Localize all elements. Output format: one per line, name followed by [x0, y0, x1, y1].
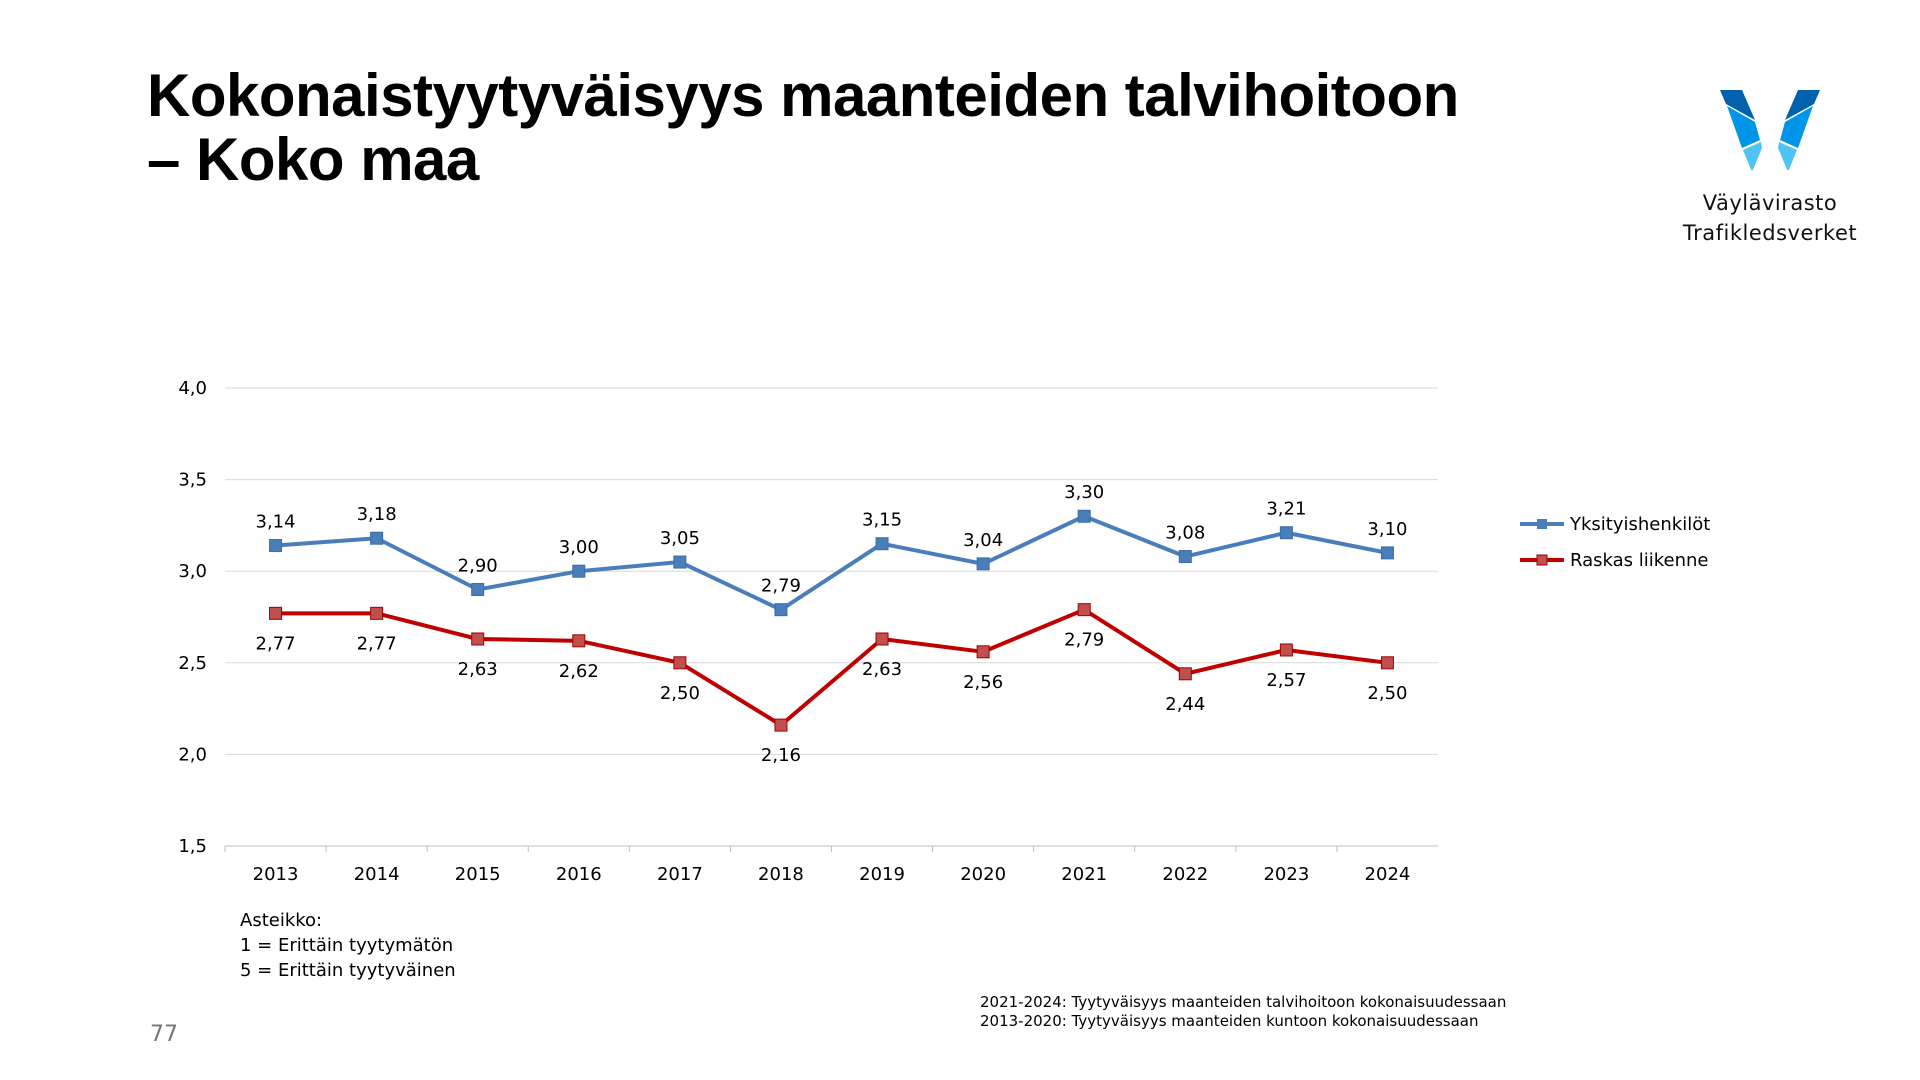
- data-label: 2,44: [1165, 694, 1205, 715]
- legend-item-yksityishenkilot: Yksityishenkilöt: [1520, 506, 1710, 542]
- data-label: 2,79: [1064, 630, 1104, 651]
- scale-high: 5 = Erittäin tyytyväinen: [240, 960, 456, 981]
- logo-text-fi: Väylävirasto: [1702, 191, 1838, 215]
- y-tick-label: 2,0: [178, 744, 207, 765]
- data-point: [673, 555, 687, 569]
- y-tick-label: 1,5: [178, 836, 207, 857]
- scale-heading: Asteikko:: [240, 910, 323, 931]
- title-line-2: – Koko maa: [147, 126, 479, 193]
- data-point: [1380, 656, 1394, 670]
- page-title: Kokonaistyytyväisyys maanteiden talvihoi…: [147, 64, 1459, 192]
- data-point: [1279, 526, 1293, 540]
- data-point: [976, 645, 990, 659]
- series-line-0: [275, 514, 1388, 612]
- data-label: 2,50: [1367, 683, 1407, 704]
- data-point: [1077, 509, 1091, 523]
- data-point: [269, 606, 283, 620]
- data-label: 3,05: [660, 528, 700, 549]
- x-tick-label: 2020: [960, 864, 1006, 885]
- x-tick-label: 2015: [455, 864, 501, 885]
- data-point: [875, 537, 889, 551]
- y-tick-label: 3,5: [178, 470, 207, 491]
- data-point: [976, 557, 990, 571]
- scale-low: 1 = Erittäin tyytymätön: [240, 935, 454, 956]
- data-label: 3,15: [862, 510, 902, 531]
- y-tick-label: 2,5: [178, 653, 207, 674]
- chart-legend: Yksityishenkilöt Raskas liikenne: [1520, 506, 1710, 578]
- y-tick-label: 4,0: [178, 378, 207, 399]
- data-point: [774, 718, 788, 732]
- page-number: 77: [150, 1022, 178, 1047]
- legend-marker-red: [1520, 554, 1564, 566]
- data-point: [673, 656, 687, 670]
- data-label: 2,77: [256, 633, 296, 654]
- x-tick-label: 2018: [758, 864, 804, 885]
- data-label: 2,57: [1266, 670, 1306, 691]
- title-line-1: Kokonaistyytyväisyys maanteiden talvihoi…: [147, 62, 1459, 129]
- data-label: 2,63: [862, 659, 902, 680]
- data-point: [1279, 643, 1293, 657]
- data-point: [774, 603, 788, 617]
- logo-v-icon: [1720, 90, 1820, 172]
- data-label: 3,30: [1064, 482, 1104, 503]
- data-point: [572, 634, 586, 648]
- data-point: [1178, 550, 1192, 564]
- data-label: 2,62: [559, 661, 599, 682]
- x-tick-label: 2021: [1061, 864, 1107, 885]
- data-point: [269, 539, 283, 553]
- legend-label: Yksityishenkilöt: [1570, 513, 1711, 535]
- data-label: 2,50: [660, 683, 700, 704]
- footnotes: 2021-2024: Tyytyväisyys maanteiden talvi…: [980, 993, 1506, 1031]
- x-tick-label: 2024: [1365, 864, 1411, 885]
- data-point: [370, 606, 384, 620]
- data-label: 3,00: [559, 537, 599, 558]
- data-point: [370, 531, 384, 545]
- x-tick-label: 2016: [556, 864, 602, 885]
- data-label: 3,18: [357, 504, 397, 525]
- data-point: [1380, 546, 1394, 560]
- data-label: 3,10: [1367, 519, 1407, 540]
- data-label: 3,04: [963, 530, 1003, 551]
- data-label: 2,16: [761, 745, 801, 766]
- x-tick-label: 2017: [657, 864, 703, 885]
- legend-item-raskas-liikenne: Raskas liikenne: [1520, 542, 1710, 578]
- data-point: [572, 564, 586, 578]
- x-tick-label: 2023: [1263, 864, 1309, 885]
- legend-marker-blue: [1520, 519, 1564, 529]
- data-label: 3,14: [256, 512, 296, 533]
- x-tick-label: 2019: [859, 864, 905, 885]
- data-label: 2,90: [458, 556, 498, 577]
- x-tick-label: 2014: [354, 864, 400, 885]
- footnote: 2021-2024: Tyytyväisyys maanteiden talvi…: [980, 993, 1507, 1011]
- data-point: [471, 632, 485, 646]
- x-tick-label: 2013: [253, 864, 299, 885]
- vaylavirasto-logo: Väylävirasto Trafikledsverket: [1640, 90, 1900, 248]
- logo-text-sv: Trafikledsverket: [1682, 221, 1858, 245]
- scale-note: Asteikko: 1 = Erittäin tyytymätön 5 = Er…: [240, 908, 456, 983]
- data-label: 2,56: [963, 672, 1003, 693]
- data-label: 3,08: [1165, 523, 1205, 544]
- data-point: [1077, 603, 1091, 617]
- data-label: 2,79: [761, 576, 801, 597]
- footnote: 2013-2020: Tyytyväisyys maanteiden kunto…: [980, 1012, 1479, 1030]
- y-tick-label: 3,0: [178, 561, 207, 582]
- legend-label: Raskas liikenne: [1570, 549, 1709, 571]
- x-tick-label: 2022: [1162, 864, 1208, 885]
- data-label: 2,63: [458, 659, 498, 680]
- data-point: [1178, 667, 1192, 681]
- data-label: 2,77: [357, 633, 397, 654]
- data-label: 3,21: [1266, 499, 1306, 520]
- data-point: [471, 583, 485, 597]
- series-line-1: [275, 607, 1388, 728]
- data-point: [875, 632, 889, 646]
